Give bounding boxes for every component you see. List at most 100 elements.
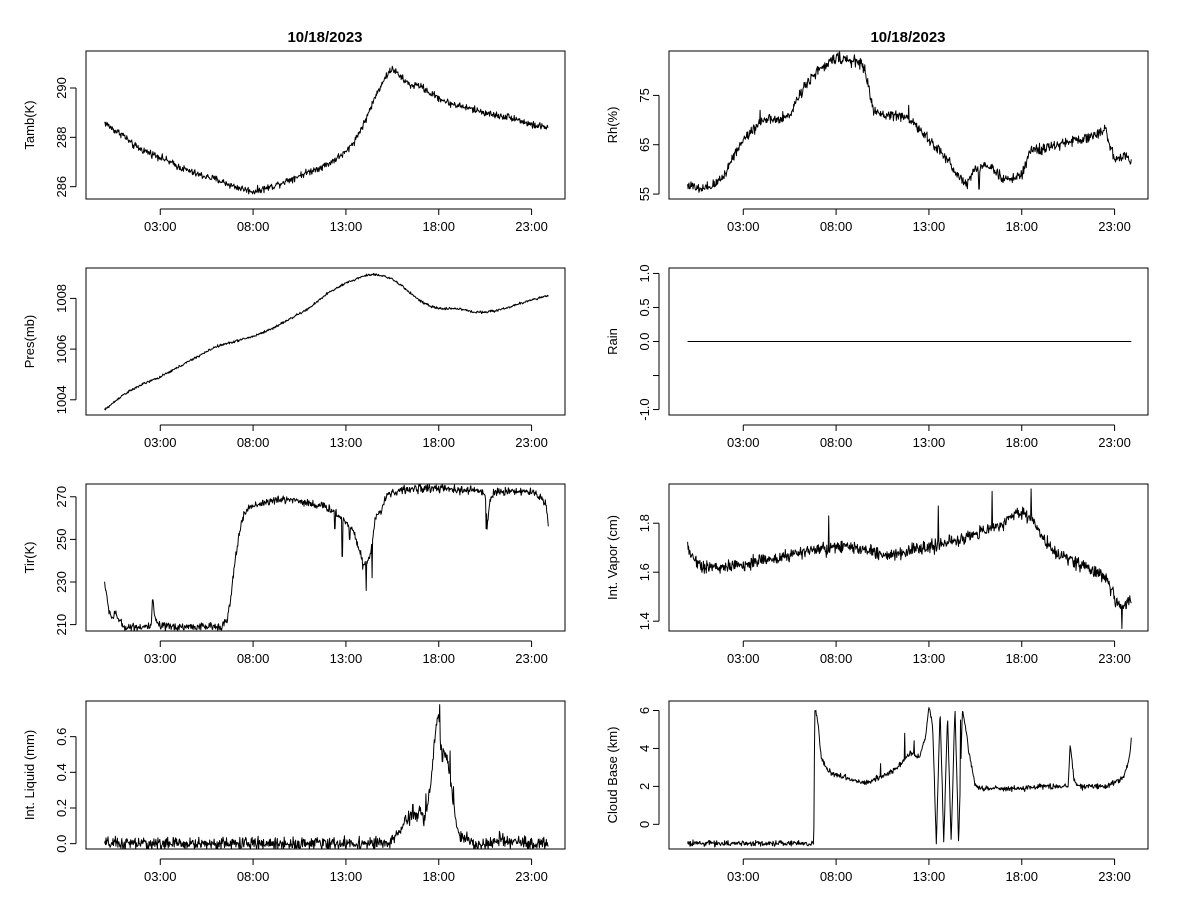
x-tick-label: 08:00	[820, 651, 853, 666]
series-line-pres	[104, 273, 549, 411]
x-tick-label: 08:00	[237, 869, 270, 884]
x-tick-label: 08:00	[237, 219, 270, 234]
y-tick-label: 55	[637, 187, 652, 201]
panel-pres: 03:00 08:00 13:00 18:00 23:00 1004 1006 1008 Pre…	[22, 267, 566, 450]
x-tick-label: 18:00	[1005, 869, 1038, 884]
y-tick-label: 1006	[54, 335, 69, 364]
x-tick-label: 13:00	[913, 869, 946, 884]
series-line-tir	[104, 483, 549, 632]
panel-tir: 03:00 08:00 13:00 18:00 23:00 210 230 250 270 Tir…	[22, 483, 566, 666]
x-tick-label: 08:00	[237, 435, 270, 450]
right-column-title: 10/18/2023	[870, 29, 945, 46]
panel-liquid: 03:00 08:00 13:00 18:00 23:00 0.0 0.2 0.4 0.6 Int…	[22, 700, 566, 884]
x-tick-label: 03:00	[144, 219, 177, 234]
y-tick-label: 2	[637, 783, 652, 790]
series-line-cloudbase	[687, 707, 1132, 848]
y-axis-label: Rh(%)	[605, 107, 620, 144]
y-tick-label: 65	[637, 137, 652, 151]
y-tick-label: 210	[54, 614, 69, 636]
x-tick-label: 13:00	[330, 219, 363, 234]
series-line-rh	[687, 51, 1132, 193]
panel-rain: 03:00 08:00 13:00 18:00 23:00 -1.0 0.0 0.5 1.0 Ra…	[605, 264, 1149, 450]
x-tick-label: 23:00	[515, 435, 548, 450]
y-tick-label: 0.6	[54, 728, 69, 746]
x-tick-label: 23:00	[1098, 435, 1131, 450]
y-axis-label: Int. Vapor (cm)	[605, 515, 620, 600]
x-tick-label: 18:00	[422, 435, 455, 450]
y-axis-label: Pres(mb)	[22, 315, 37, 368]
y-tick-label: 75	[637, 88, 652, 102]
y-axis-label: Cloud Base (km)	[605, 727, 620, 824]
x-tick-label: 13:00	[330, 869, 363, 884]
y-tick-label: 0.2	[54, 799, 69, 817]
y-axis-label: Int. Liquid (mm)	[22, 730, 37, 820]
panel-cloudbase: 03:00 08:00 13:00 18:00 23:00 0 2 4 6 Cloud Base …	[605, 700, 1149, 884]
y-tick-label: 290	[54, 77, 69, 99]
plot-frame	[668, 700, 1149, 850]
y-tick-label: 270	[54, 486, 69, 508]
x-tick-label: 13:00	[913, 651, 946, 666]
plot-frame	[668, 267, 1149, 416]
plot-frame	[668, 483, 1149, 632]
panel-vapor: 03:00 08:00 13:00 18:00 23:00 1.4 1.6 1.8 Int. V…	[605, 483, 1149, 666]
y-tick-label: 1.4	[637, 612, 652, 630]
y-tick-label: 0.4	[54, 763, 69, 781]
panel-tamb: 03:00 08:00 13:00 18:00 23:00 286 288 290 Tamb(K…	[22, 50, 566, 234]
x-tick-label: 18:00	[1005, 651, 1038, 666]
y-tick-label: 230	[54, 571, 69, 593]
x-tick-label: 13:00	[913, 435, 946, 450]
x-tick-label: 13:00	[330, 435, 363, 450]
x-tick-label: 08:00	[820, 219, 853, 234]
series-line-liquid	[104, 704, 549, 850]
x-tick-label: 03:00	[144, 869, 177, 884]
y-tick-label: 1004	[54, 385, 69, 414]
series-line-tamb	[104, 65, 549, 195]
x-tick-label: 18:00	[422, 651, 455, 666]
x-tick-label: 18:00	[422, 219, 455, 234]
left-column-title: 10/18/2023	[287, 29, 362, 46]
y-tick-label: 250	[54, 529, 69, 551]
plot-frame	[668, 50, 1149, 200]
plot-frame	[85, 483, 566, 632]
y-tick-label: 286	[54, 176, 69, 198]
plot-frame	[85, 267, 566, 416]
y-tick-label: 0	[637, 821, 652, 828]
x-tick-label: 03:00	[727, 219, 760, 234]
y-tick-label: 1.0	[637, 264, 652, 282]
x-tick-label: 03:00	[144, 435, 177, 450]
x-tick-label: 18:00	[422, 869, 455, 884]
y-axis-label: Tamb(K)	[22, 100, 37, 149]
y-tick-label: 1.8	[637, 514, 652, 532]
y-tick-label: 6	[637, 707, 652, 714]
x-tick-label: 23:00	[515, 651, 548, 666]
x-tick-label: 18:00	[1005, 435, 1038, 450]
x-tick-label: 23:00	[515, 869, 548, 884]
y-tick-label: 0.0	[54, 835, 69, 853]
y-tick-label: 4	[637, 745, 652, 752]
x-tick-label: 23:00	[515, 219, 548, 234]
x-tick-label: 23:00	[1098, 651, 1131, 666]
x-tick-label: 03:00	[727, 435, 760, 450]
y-axis-label: Tir(K)	[22, 541, 37, 573]
y-tick-label: -1.0	[637, 398, 652, 420]
x-tick-label: 08:00	[237, 651, 270, 666]
x-tick-label: 08:00	[820, 869, 853, 884]
x-tick-label: 13:00	[330, 651, 363, 666]
x-tick-label: 13:00	[913, 219, 946, 234]
series-line-vapor	[687, 488, 1132, 629]
panel-rh: 03:00 08:00 13:00 18:00 23:00 55 65 75 Rh(%)	[605, 50, 1149, 234]
x-tick-label: 23:00	[1098, 219, 1131, 234]
y-axis-label: Rain	[605, 328, 620, 355]
x-tick-label: 23:00	[1098, 869, 1131, 884]
y-tick-label: 0.5	[637, 298, 652, 316]
x-tick-label: 03:00	[727, 869, 760, 884]
plot-frame	[85, 50, 566, 200]
y-tick-label: 1.6	[637, 563, 652, 581]
x-tick-label: 08:00	[820, 435, 853, 450]
x-tick-label: 03:00	[727, 651, 760, 666]
y-tick-label: 0.0	[637, 332, 652, 350]
x-tick-label: 03:00	[144, 651, 177, 666]
y-tick-label: 1008	[54, 284, 69, 313]
y-tick-label: 288	[54, 126, 69, 148]
